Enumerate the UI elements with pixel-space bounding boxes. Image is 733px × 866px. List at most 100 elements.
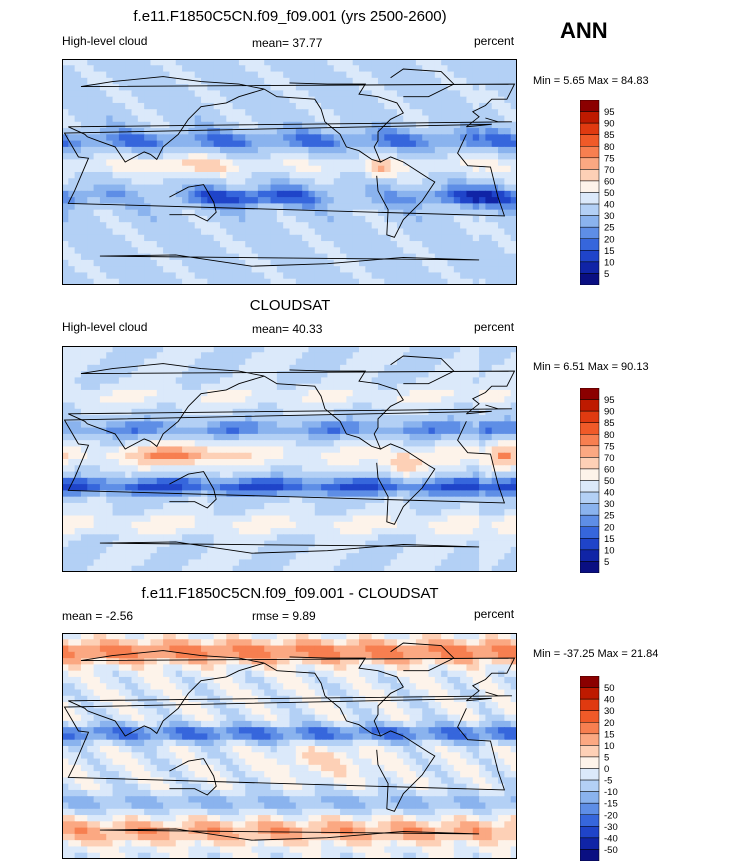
map-cell — [93, 159, 101, 167]
map-cell — [396, 521, 404, 529]
map-cell — [314, 465, 322, 473]
map-cell — [295, 272, 303, 280]
map-cell — [188, 266, 196, 274]
map-cell — [384, 178, 392, 186]
map-cell — [295, 209, 303, 217]
map-cell — [245, 77, 253, 85]
map-cell — [466, 140, 474, 148]
map-cell — [365, 77, 373, 85]
map-cell — [396, 178, 404, 186]
map-cell — [245, 408, 253, 416]
map-cell — [302, 109, 310, 117]
map-cell — [371, 71, 379, 79]
map-cell — [289, 477, 297, 485]
map-cell — [169, 134, 177, 142]
map-cell — [175, 383, 183, 391]
map-cell — [485, 234, 493, 242]
map-cell — [359, 159, 366, 167]
map-cell — [251, 433, 259, 441]
map-cell — [504, 71, 512, 79]
map-cell — [169, 440, 177, 448]
map-cell — [415, 471, 423, 479]
map-cell — [377, 59, 385, 66]
map-cell — [232, 502, 240, 510]
map-cell — [384, 402, 392, 410]
map-cell — [156, 159, 164, 167]
map-cell — [226, 190, 234, 198]
map-cell — [308, 521, 316, 529]
map-cell — [131, 203, 139, 211]
map-cell — [441, 490, 449, 498]
map-cell — [472, 215, 480, 223]
map-cell — [219, 528, 227, 535]
map-cell — [276, 197, 284, 204]
map-cell — [125, 471, 133, 479]
map-cell — [479, 465, 486, 473]
map-cell — [365, 190, 373, 198]
map-cell — [62, 421, 69, 429]
map-cell — [276, 528, 284, 535]
map-cell — [371, 190, 379, 198]
map-cell — [163, 247, 171, 255]
map-cell — [403, 222, 411, 230]
map-cell — [485, 109, 493, 117]
map-cell — [213, 241, 221, 248]
map-cell — [68, 96, 76, 104]
map-cell — [264, 509, 272, 517]
map-cell — [283, 509, 291, 517]
map-cell — [384, 259, 392, 267]
map-cell — [207, 402, 215, 410]
map-cell — [270, 521, 278, 529]
map-cell — [441, 433, 449, 441]
map-cell — [62, 71, 69, 79]
map-cell — [125, 259, 133, 267]
map-cell — [163, 215, 171, 223]
map-cell — [308, 440, 316, 448]
map-cell — [453, 346, 461, 353]
map-cell — [232, 484, 240, 491]
map-cell — [93, 59, 101, 66]
map-cell — [68, 459, 76, 466]
map-cell — [498, 115, 505, 123]
map-cell — [377, 96, 385, 104]
map-cell — [270, 389, 278, 397]
map-cell — [466, 222, 474, 230]
map-cell — [232, 65, 240, 73]
map-cell — [409, 521, 417, 529]
map-cell — [384, 371, 392, 378]
map-cell — [466, 203, 474, 211]
map-cell — [441, 371, 449, 378]
map-cell — [201, 383, 208, 391]
map-cell — [80, 59, 88, 66]
map-cell — [396, 102, 404, 110]
map-cell — [396, 415, 404, 422]
map-cell — [144, 534, 152, 542]
map-cell — [365, 408, 373, 416]
map-cell — [352, 209, 360, 217]
map-cell — [447, 446, 455, 454]
map-cell — [137, 383, 145, 391]
map-cell — [112, 415, 120, 422]
map-cell — [251, 421, 259, 429]
map-cell — [131, 377, 139, 385]
map-cell — [68, 272, 76, 280]
map-cell — [93, 540, 101, 548]
map-cell — [125, 209, 133, 217]
map-cell — [491, 364, 499, 372]
map-cell — [485, 209, 493, 217]
map-cell — [302, 540, 310, 548]
map-cell — [118, 383, 126, 391]
map-cell — [460, 115, 468, 123]
map-cell — [80, 408, 88, 416]
map-cell — [194, 241, 202, 248]
map-cell — [194, 509, 202, 517]
map-cell — [144, 278, 152, 285]
map-cell — [491, 215, 499, 223]
map-cell — [352, 121, 360, 129]
map-cell — [201, 266, 208, 274]
map-cell — [352, 421, 360, 429]
map-cell — [352, 278, 360, 285]
map-cell — [333, 440, 341, 448]
map-cell — [466, 415, 474, 422]
map-cell — [68, 352, 76, 360]
